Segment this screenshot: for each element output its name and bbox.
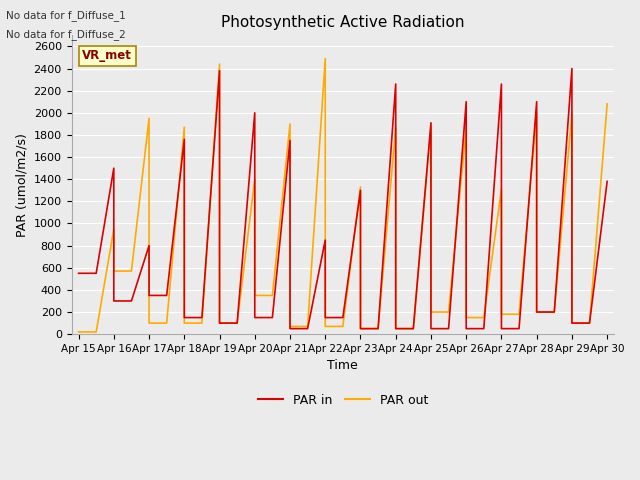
Text: VR_met: VR_met (83, 49, 132, 62)
Text: No data for f_Diffuse_2: No data for f_Diffuse_2 (6, 29, 126, 40)
Y-axis label: PAR (umol/m2/s): PAR (umol/m2/s) (15, 133, 28, 237)
X-axis label: Time: Time (328, 360, 358, 372)
Legend: PAR in, PAR out: PAR in, PAR out (253, 389, 433, 411)
Text: No data for f_Diffuse_1: No data for f_Diffuse_1 (6, 10, 126, 21)
Title: Photosynthetic Active Radiation: Photosynthetic Active Radiation (221, 15, 465, 30)
